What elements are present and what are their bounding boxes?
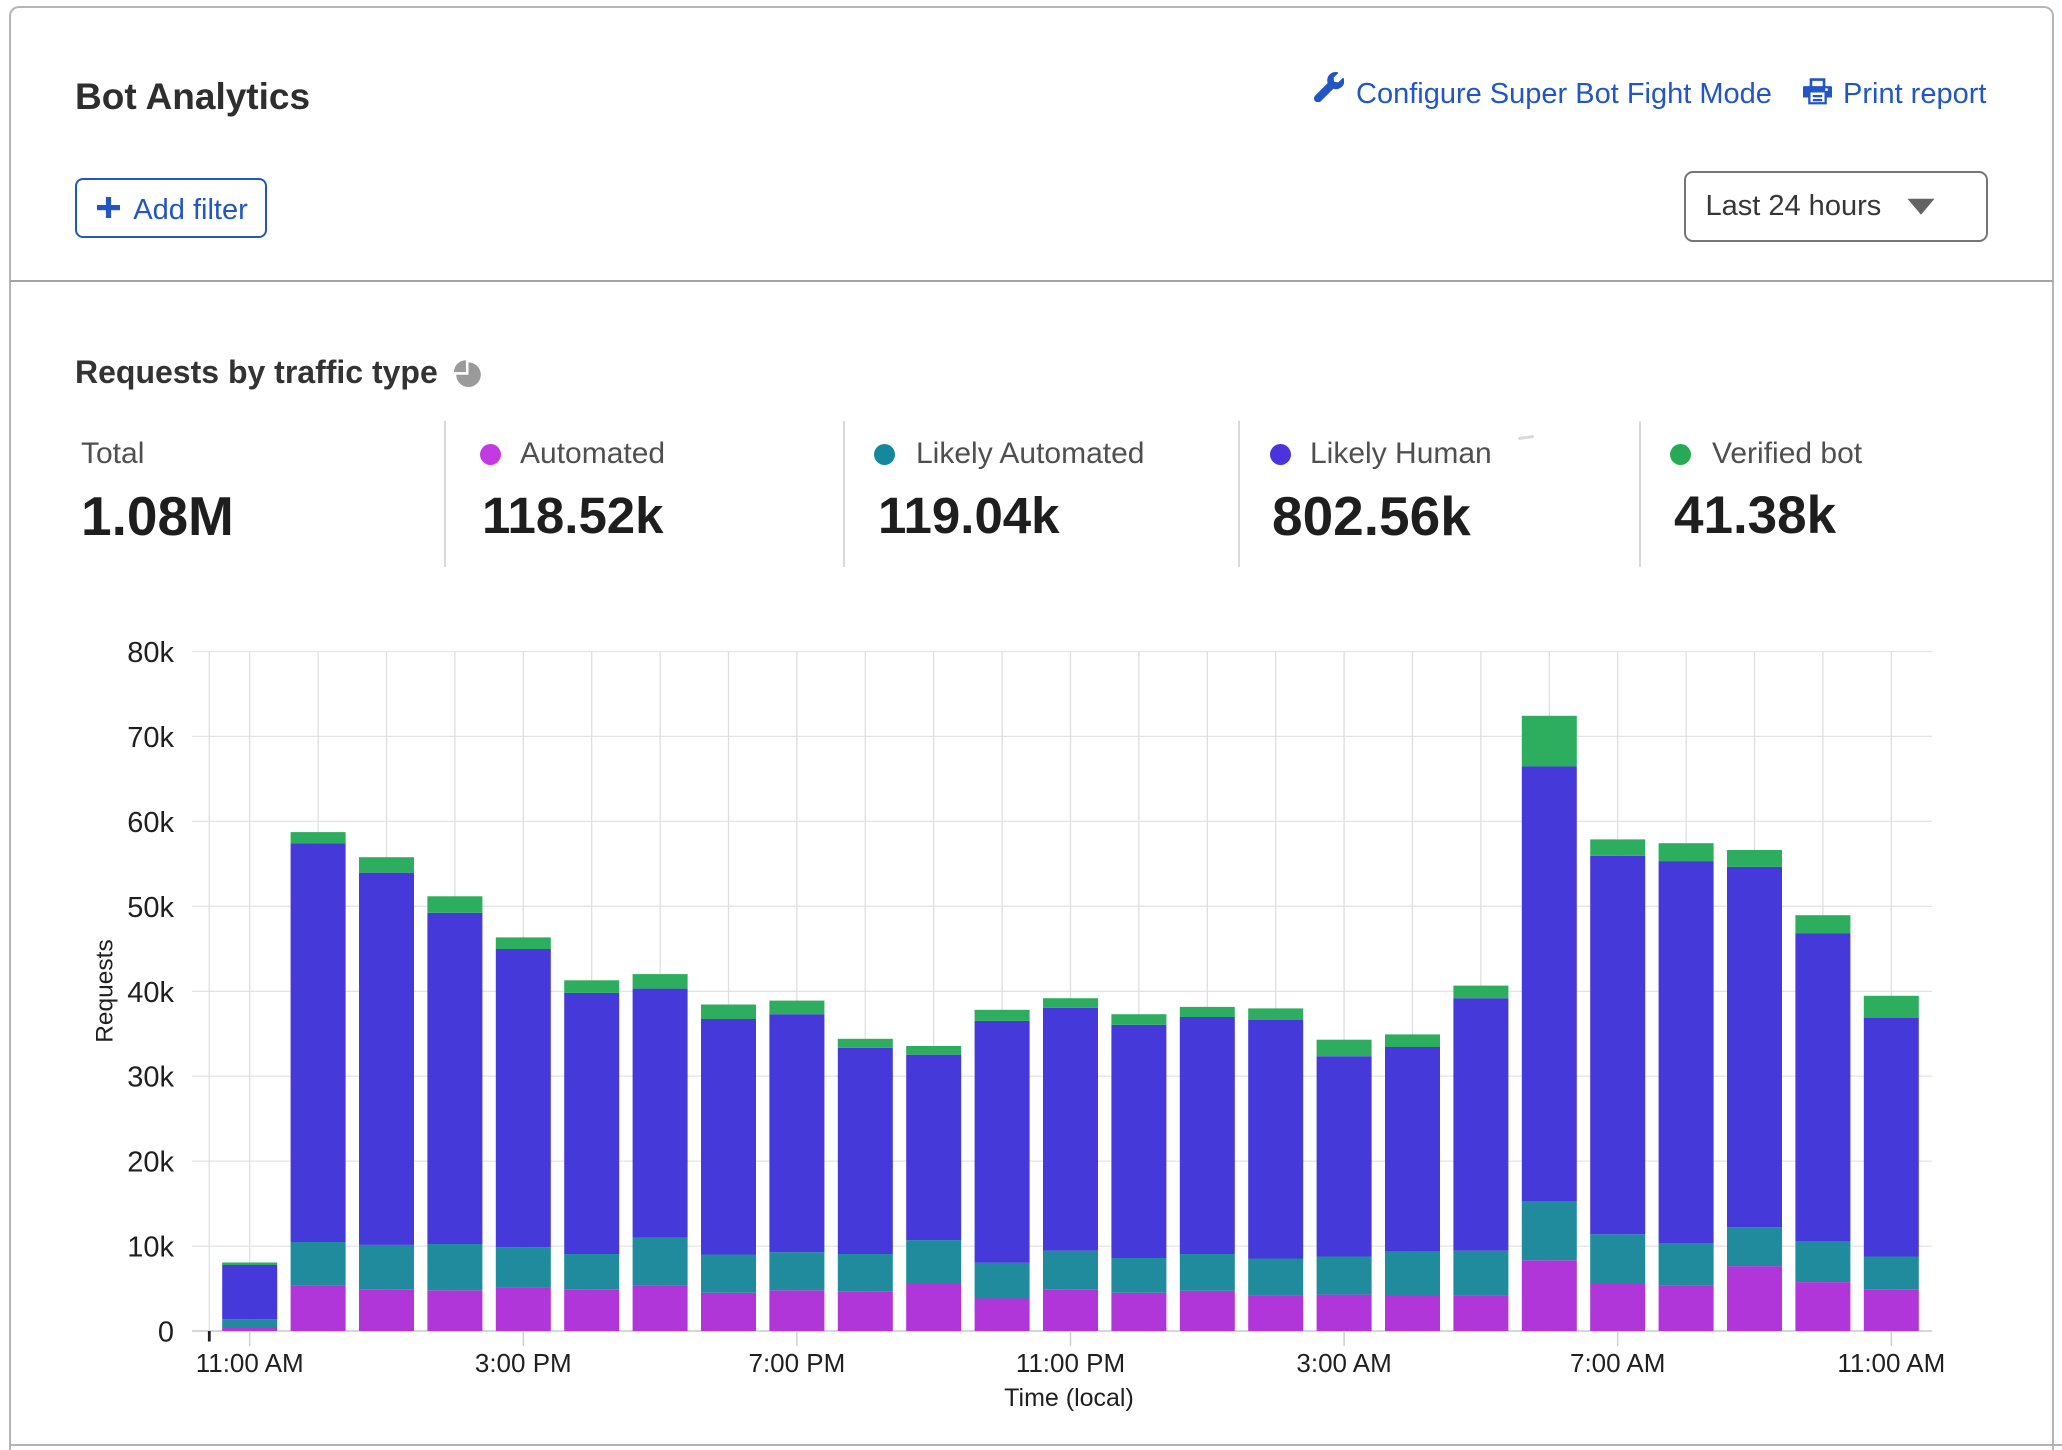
svg-text:10k: 10k — [127, 1232, 174, 1264]
svg-text:3:00 PM: 3:00 PM — [475, 1348, 572, 1378]
svg-text:11:00 AM: 11:00 AM — [196, 1348, 304, 1378]
svg-text:7:00 PM: 7:00 PM — [748, 1348, 845, 1378]
svg-text:Requests: Requests — [92, 939, 119, 1043]
svg-text:60k: 60k — [127, 807, 174, 839]
svg-text:40k: 40k — [127, 977, 174, 1009]
svg-text:7:00 AM: 7:00 AM — [1570, 1348, 1665, 1378]
svg-text:50k: 50k — [127, 892, 174, 924]
svg-text:11:00 PM: 11:00 PM — [1016, 1348, 1125, 1378]
svg-text:30k: 30k — [127, 1062, 174, 1094]
svg-text:70k: 70k — [127, 722, 174, 754]
svg-text:0: 0 — [158, 1317, 174, 1349]
svg-text:Time (local): Time (local) — [1004, 1384, 1134, 1412]
svg-text:11:00 AM: 11:00 AM — [1837, 1348, 1945, 1378]
svg-text:3:00 AM: 3:00 AM — [1296, 1348, 1391, 1378]
svg-text:80k: 80k — [127, 637, 174, 669]
svg-text:20k: 20k — [127, 1147, 174, 1179]
